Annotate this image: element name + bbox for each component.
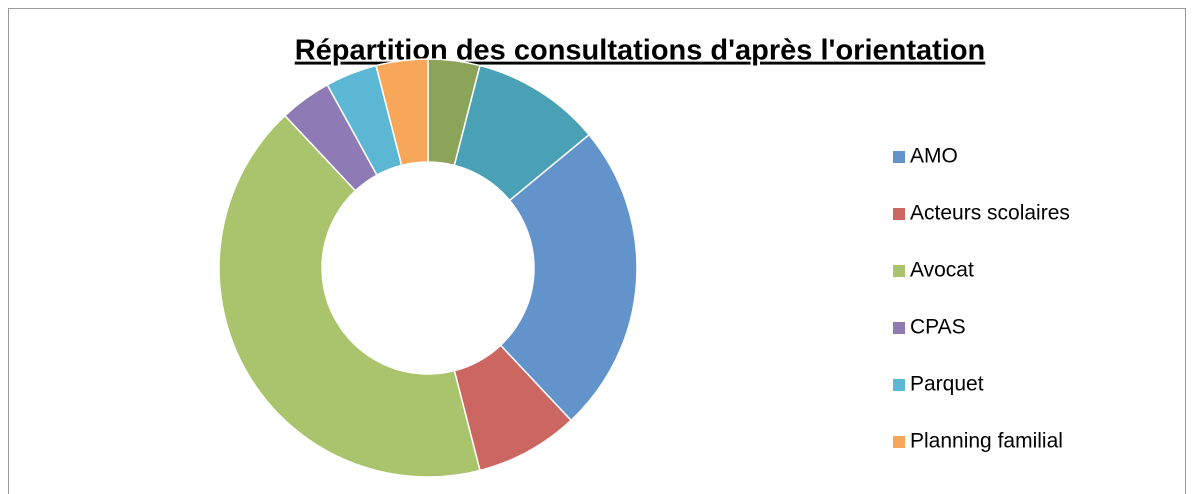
legend-swatch — [893, 151, 905, 163]
legend-swatch — [893, 322, 905, 334]
legend-label: Acteurs scolaires — [910, 202, 1070, 225]
legend-swatch — [893, 379, 905, 391]
legend-label: Avocat — [910, 259, 974, 282]
legend-swatch — [893, 265, 905, 277]
donut-slice — [218, 114, 481, 478]
legend-label: AMO — [910, 145, 958, 168]
donut-slice — [499, 133, 638, 422]
donut-slice — [375, 58, 429, 167]
legend-swatch — [893, 436, 905, 448]
legend-swatch — [893, 208, 905, 220]
legend-label: CPAS — [910, 316, 966, 339]
legend-label: Parquet — [910, 373, 984, 396]
legend-label: Planning familial — [910, 430, 1063, 453]
